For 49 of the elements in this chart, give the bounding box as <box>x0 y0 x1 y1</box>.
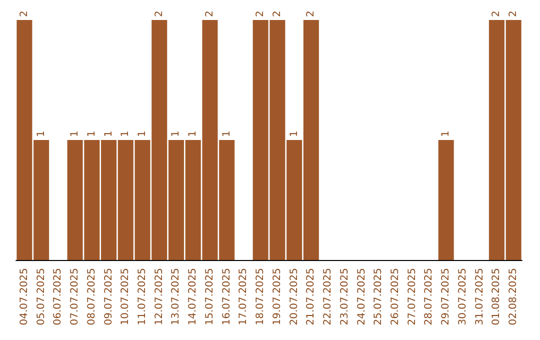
x-tick-label: 05.07.2025 <box>36 268 47 326</box>
x-tick-label: 29.07.2025 <box>440 268 452 326</box>
data-label: 2 <box>491 10 502 17</box>
x-tick-label: 19.07.2025 <box>272 268 283 326</box>
x-tick-label: 06.07.2025 <box>52 268 64 326</box>
data-label: 2 <box>306 10 317 17</box>
x-tick-label: 07.07.2025 <box>70 268 81 326</box>
x-tick-label: 18.07.2025 <box>255 268 266 326</box>
data-label: 1 <box>440 130 452 137</box>
x-tick-label: 10.07.2025 <box>120 268 132 326</box>
x-tick-label: 11.07.2025 <box>137 268 148 326</box>
data-label: 1 <box>120 130 132 137</box>
x-tick-label: 08.07.2025 <box>86 268 98 326</box>
x-tick-label: 20.07.2025 <box>288 268 300 326</box>
x-tick-label: 15.07.2025 <box>204 268 216 326</box>
data-label: 1 <box>170 130 182 137</box>
data-label: 1 <box>188 130 199 137</box>
x-tick-label: 30.07.2025 <box>457 268 468 326</box>
x-tick-label: 14.07.2025 <box>188 268 199 326</box>
data-label: 1 <box>103 130 114 137</box>
data-label: 2 <box>255 10 266 17</box>
data-label: 1 <box>86 130 98 137</box>
x-tick-label: 17.07.2025 <box>238 268 250 326</box>
x-tick-label: 02.08.2025 <box>508 268 520 326</box>
data-label: 2 <box>18 10 30 17</box>
x-tick-label: 09.07.2025 <box>103 268 114 326</box>
data-label: 1 <box>70 130 81 137</box>
data-label: 2 <box>204 10 216 17</box>
data-label: 1 <box>221 130 232 137</box>
x-tick-label: 01.08.2025 <box>491 268 502 326</box>
x-tick-label: 23.07.2025 <box>339 268 350 326</box>
data-label: 2 <box>272 10 283 17</box>
x-tick-label: 28.07.2025 <box>424 268 435 326</box>
x-tick-label: 27.07.2025 <box>406 268 418 326</box>
x-tick-label: 24.07.2025 <box>356 268 368 326</box>
data-label: 2 <box>508 10 520 17</box>
data-label: 1 <box>36 130 47 137</box>
x-tick-label: 04.07.2025 <box>18 268 30 326</box>
data-label: 2 <box>154 10 165 17</box>
data-label: 1 <box>137 130 148 137</box>
x-tick-label: 31.07.2025 <box>474 268 486 326</box>
x-tick-label: 22.07.2025 <box>322 268 334 326</box>
data-label: 1 <box>288 130 300 137</box>
x-tick-label: 13.07.2025 <box>170 268 182 326</box>
x-tick-label: 12.07.2025 <box>154 268 165 326</box>
x-tick-label: 25.07.2025 <box>373 268 384 326</box>
x-tick-label: 16.07.2025 <box>221 268 232 326</box>
x-tick-label: 26.07.2025 <box>390 268 401 326</box>
x-tick-label: 21.07.2025 <box>306 268 317 326</box>
